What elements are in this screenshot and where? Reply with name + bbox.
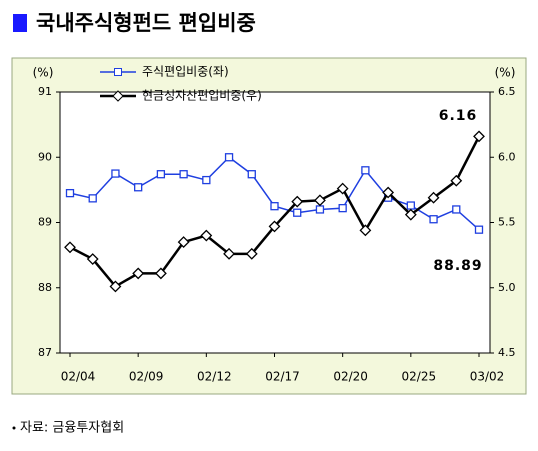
x-tick-label: 02/17 [265,370,300,384]
y2-tick-label: 6.0 [498,150,516,163]
point [64,241,76,254]
point [179,170,188,179]
x-tick-label: 02/04 [61,370,96,384]
point [473,130,485,143]
y2-tick-label: 5.5 [498,216,516,229]
point [132,267,145,280]
point [382,186,395,199]
y2-tick-label: 5.0 [498,281,516,294]
y-tick-label: 87 [38,346,52,359]
legend-marker [114,68,122,76]
data-label: 6.16 [439,108,478,124]
point [270,202,279,211]
point [406,201,415,210]
y-tick-label: 88 [38,281,52,294]
x-tick-label: 02/20 [333,370,368,384]
legend-label: 현금성자산편입비중(우) [142,89,262,103]
x-tick-label: 02/09 [129,370,164,384]
y2-tick-label: 6.5 [498,85,516,98]
point [293,208,302,217]
point [427,191,440,204]
y2-axis-label: (%) [495,66,516,80]
point [429,215,438,224]
point [154,267,167,280]
point [223,247,235,260]
y-axis-label: (%) [33,66,54,80]
point [177,236,190,248]
y2-tick-label: 4.5 [498,346,516,359]
point [156,170,166,179]
point [200,229,213,242]
point [450,174,463,187]
point [359,224,372,237]
y-tick-label: 91 [38,85,52,98]
source: 자료: 금융투자협회 [20,421,124,436]
point [315,205,325,214]
point [224,153,234,162]
point [111,169,120,178]
point [109,280,122,293]
point [88,194,97,203]
point [268,220,281,233]
legend-marker [112,90,124,102]
legend-label: 주식편입비중(좌) [142,65,229,79]
point [245,247,258,260]
point [134,183,143,192]
point [291,195,304,208]
point [338,203,347,213]
y-tick-label: 89 [38,216,52,229]
point [86,253,99,265]
point [247,170,256,179]
point [452,205,461,214]
title-icon [13,14,27,32]
x-tick-label: 03/02 [470,370,505,384]
chart-title: 국내주식형펀드 편입비중 [36,11,256,35]
data-label: 88.89 [433,258,482,274]
x-tick-label: 02/25 [402,370,437,384]
x-tick-label: 02/12 [197,370,232,384]
y-tick-label: 90 [38,150,52,163]
point [314,194,326,207]
point [361,166,370,175]
point [404,208,417,221]
source-bullet [12,426,16,430]
point [474,225,484,234]
point [65,188,75,198]
point [336,182,349,195]
point [202,175,211,185]
